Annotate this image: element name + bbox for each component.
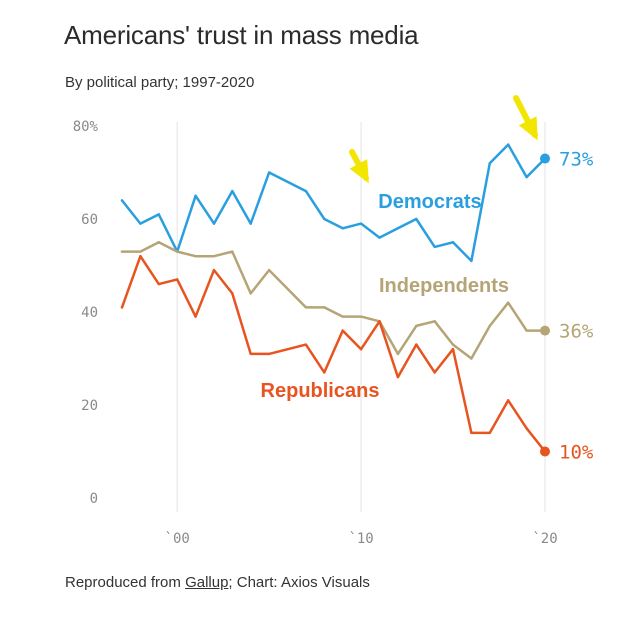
- republicans-endpoint: [540, 446, 550, 457]
- republicans-series-label: Republicans: [261, 380, 380, 402]
- republicans-point: [194, 315, 197, 318]
- democrats-endpoint-arrow: [513, 95, 538, 141]
- democrats-label-arrow: [349, 149, 369, 184]
- republicans-point: [396, 375, 400, 379]
- republicans-point: [359, 348, 363, 351]
- y-tick-label: 0: [90, 491, 98, 507]
- line-chart: `00 `10 `20 0 20 40 60 80% 73% Democrats 36% Indep…: [73, 95, 594, 547]
- republicans-point: [323, 371, 326, 374]
- democrats-point: [470, 259, 473, 263]
- independents-point: [267, 268, 271, 272]
- democrats-point: [231, 189, 234, 193]
- republicans-point: [267, 352, 271, 356]
- democrats-point: [507, 143, 510, 146]
- republicans-point: [341, 329, 344, 332]
- republicans-point: [231, 292, 234, 295]
- republicans-point: [415, 343, 418, 346]
- democrats-point: [267, 171, 271, 174]
- democrats-point: [249, 222, 252, 225]
- y-tick-label: 60: [81, 212, 98, 228]
- democrats-point: [323, 217, 326, 221]
- independents-point: [341, 315, 344, 318]
- y-tick-label: 80%: [73, 119, 99, 135]
- democrats-endpoint: [540, 153, 550, 164]
- independents-point: [323, 306, 326, 309]
- independents-point: [451, 343, 455, 346]
- republicans-point: [120, 306, 124, 309]
- y-tick-label: 20: [81, 398, 98, 414]
- independents-endpoint: [540, 325, 550, 336]
- democrats-point: [139, 222, 142, 225]
- republicans-point: [433, 371, 436, 374]
- x-tick-label: `00: [165, 531, 190, 547]
- chart-subtitle: By political party; 1997-2020: [65, 74, 255, 91]
- chart-footer: Reproduced from Gallup; Chart: Axios Vis…: [65, 574, 370, 591]
- footer-suffix: ; Chart: Axios Visuals: [228, 574, 370, 591]
- democrats-point: [212, 222, 216, 225]
- independents-point: [433, 320, 436, 323]
- independents-series-label: Independents: [379, 275, 509, 297]
- democrats-end-label: 73%: [559, 149, 594, 171]
- democrats-point: [378, 236, 381, 239]
- independents-line: [120, 241, 547, 360]
- republicans-point: [304, 343, 308, 346]
- independents-point: [231, 250, 234, 253]
- independents-point: [120, 250, 124, 253]
- independents-point: [488, 324, 492, 328]
- democrats-point: [157, 213, 160, 216]
- x-tick-label: `10: [348, 531, 373, 547]
- democrats-point: [359, 222, 363, 225]
- democrats-point: [341, 227, 344, 230]
- independents-point: [194, 255, 197, 258]
- democrats-point: [488, 162, 492, 165]
- independents-point: [415, 324, 418, 328]
- source-link[interactable]: Gallup: [185, 574, 229, 591]
- republicans-point: [139, 255, 142, 258]
- independents-point: [175, 250, 179, 253]
- independents-point: [212, 255, 216, 258]
- democrats-point: [120, 199, 124, 202]
- independents-point: [249, 292, 252, 295]
- republicans-point: [470, 431, 473, 435]
- republicans-point: [157, 282, 160, 286]
- independents-point: [396, 352, 400, 356]
- republicans-point: [212, 268, 216, 272]
- democrats-point: [525, 175, 528, 179]
- republicans-point: [249, 352, 252, 356]
- democrats-point: [396, 227, 400, 230]
- democrats-point: [433, 245, 436, 249]
- democrats-point: [304, 189, 308, 193]
- democrats-point: [451, 241, 455, 244]
- republicans-point: [175, 278, 179, 281]
- democrats-point: [194, 194, 197, 197]
- republicans-point: [378, 320, 381, 323]
- independents-point: [525, 329, 528, 332]
- chart-title: Americans' trust in mass media: [64, 20, 419, 50]
- republicans-point: [451, 348, 455, 351]
- independents-point: [507, 301, 510, 304]
- republicans-point: [525, 427, 528, 430]
- arrow-head: [518, 116, 538, 141]
- independents-point: [470, 357, 473, 360]
- republicans-end-label: 10%: [559, 442, 594, 464]
- arrow-head: [349, 159, 369, 184]
- democrats-series-label: Democrats: [378, 191, 481, 213]
- republicans-point: [488, 431, 492, 435]
- independents-point: [157, 241, 160, 244]
- independents-point: [139, 250, 142, 253]
- footer-prefix: Reproduced from: [65, 574, 186, 591]
- independents-end-label: 36%: [559, 321, 594, 343]
- republicans-point: [507, 399, 510, 402]
- independents-point: [304, 306, 308, 309]
- y-tick-label: 40: [81, 305, 98, 321]
- x-tick-label: `20: [532, 531, 557, 547]
- democrats-point: [415, 217, 418, 221]
- independents-point: [359, 315, 363, 318]
